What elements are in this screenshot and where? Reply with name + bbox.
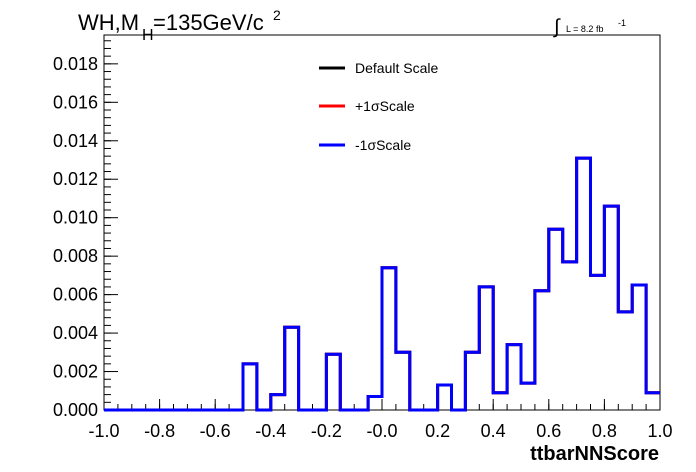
lumi-integral-sign: ∫ xyxy=(553,16,561,38)
x-tick-label: 0.2 xyxy=(425,421,450,441)
x-tick-label: -0.0 xyxy=(366,421,397,441)
y-tick-label: 0.000 xyxy=(53,400,98,420)
y-tick-label: 0.014 xyxy=(53,131,98,151)
y-tick-label: 0.018 xyxy=(53,54,98,74)
x-tick-label: -0.4 xyxy=(255,421,286,441)
x-tick-label: -1.0 xyxy=(88,421,119,441)
legend-label-default: Default Scale xyxy=(355,60,438,76)
legend-label-plus1sigma: +1σScale xyxy=(355,98,415,114)
y-tick-label: 0.002 xyxy=(53,362,98,382)
chart-title-superscript: 2 xyxy=(273,7,281,23)
x-tick-label: 0.6 xyxy=(536,421,561,441)
y-tick-label: 0.008 xyxy=(53,246,98,266)
chart-title-main: WH,M xyxy=(78,10,139,35)
x-tick-label: -0.2 xyxy=(311,421,342,441)
chart-title-rest: =135GeV/c xyxy=(153,10,264,35)
x-tick-label: -0.8 xyxy=(144,421,175,441)
legend: Default Scale +1σScale -1σScale xyxy=(319,60,438,153)
x-tick-label: 0.4 xyxy=(481,421,506,441)
y-tick-label: 0.016 xyxy=(53,92,98,112)
y-tick-label: 0.004 xyxy=(53,323,98,343)
series-lines xyxy=(104,156,660,412)
chart-title-subscript: H xyxy=(142,27,154,44)
y-tick-label: 0.006 xyxy=(53,285,98,305)
series-line-2 xyxy=(104,156,660,412)
legend-label-minus1sigma: -1σScale xyxy=(355,137,411,153)
lumi-superscript: -1 xyxy=(618,18,626,28)
y-tick-label: 0.012 xyxy=(53,169,98,189)
x-tick-label: -0.6 xyxy=(200,421,231,441)
x-axis: -1.0 -0.8 -0.6 -0.4 -0.2 -0.0 0.2 0.4 0.6 0.8 1.0 xyxy=(88,399,673,441)
x-tick-label: 0.8 xyxy=(592,421,617,441)
y-tick-label: 0.010 xyxy=(53,208,98,228)
x-axis-label: ttbarNNScore xyxy=(530,443,659,465)
y-axis: 0.000 0.002 0.004 0.006 0.008 0.010 0.012 0.014… xyxy=(53,40,118,420)
x-tick-label: 1.0 xyxy=(647,421,672,441)
lumi-label: L = 8.2 fb xyxy=(566,24,603,34)
